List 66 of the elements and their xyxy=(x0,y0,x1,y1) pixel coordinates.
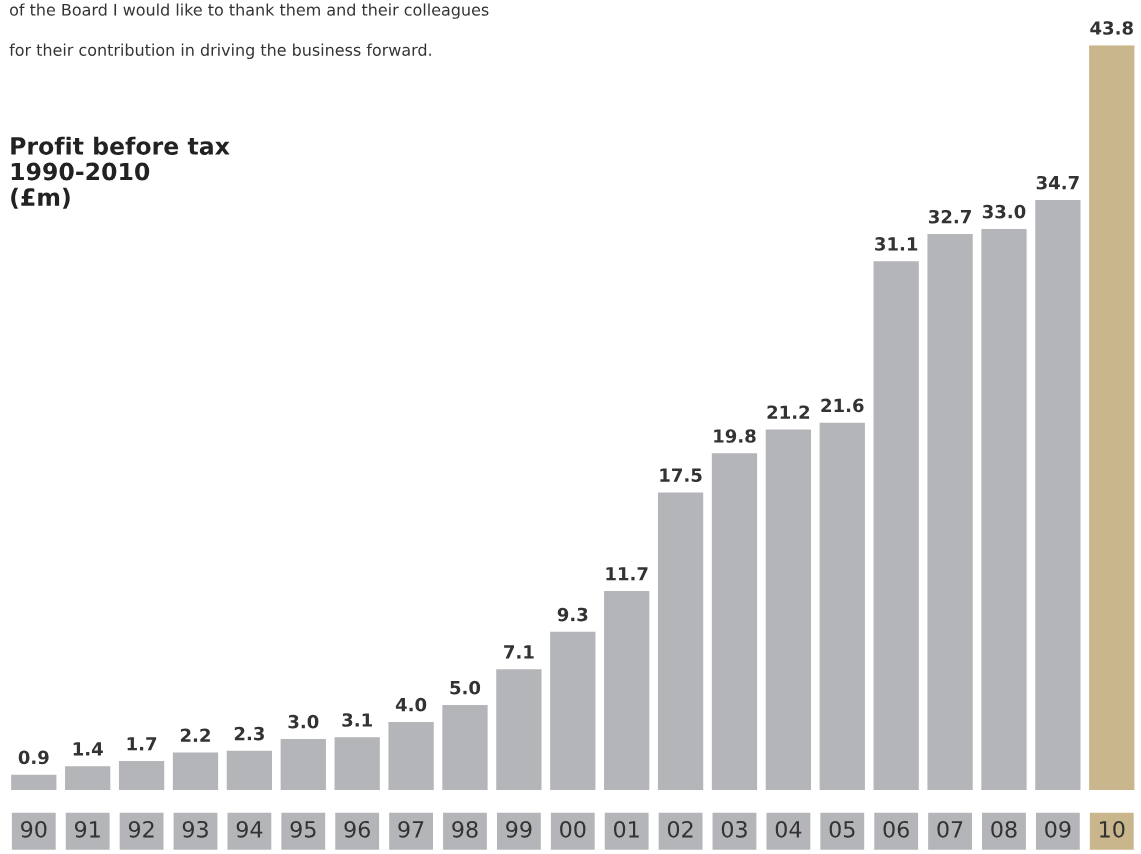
bar xyxy=(604,591,650,790)
bar xyxy=(819,422,865,790)
bar xyxy=(172,752,219,790)
bar xyxy=(657,492,704,790)
bar xyxy=(118,761,165,790)
data-label: 1.4 xyxy=(73,742,103,756)
bar xyxy=(442,704,488,790)
data-label: 11.7 xyxy=(606,567,648,581)
data-label: 21.6 xyxy=(821,398,864,413)
x-tick-label: 90 xyxy=(21,820,47,838)
bar xyxy=(388,721,434,790)
x-tick-label: 02 xyxy=(667,820,693,838)
annotation: for their contribution in driving the business forward. xyxy=(9,43,431,60)
x-tick-label: 07 xyxy=(937,820,963,838)
x-tick-label: 08 xyxy=(991,820,1017,838)
bar xyxy=(334,737,380,790)
x-tick-label: 99 xyxy=(506,820,532,838)
data-label: 21.2 xyxy=(767,405,810,419)
bar xyxy=(927,233,973,790)
data-label: 34.7 xyxy=(1036,175,1079,190)
bar xyxy=(1035,199,1081,790)
x-tick-label: 04 xyxy=(775,820,802,838)
bar xyxy=(1089,45,1135,790)
bar xyxy=(711,453,758,790)
data-label: 0.9 xyxy=(18,750,49,765)
bar xyxy=(765,429,812,790)
bar xyxy=(226,750,273,790)
x-tick-label: 05 xyxy=(829,820,855,838)
data-label: 17.5 xyxy=(660,468,702,482)
data-label: 4.0 xyxy=(395,697,427,712)
data-label: 5.0 xyxy=(450,680,481,695)
data-label: 3.0 xyxy=(288,714,319,729)
data-label: 2.3 xyxy=(234,726,264,741)
bar xyxy=(65,766,111,790)
data-label: 2.2 xyxy=(180,728,210,742)
x-tick-label: 97 xyxy=(398,820,424,838)
data-label: 31.1 xyxy=(875,237,918,251)
x-tick-label: 03 xyxy=(721,820,747,838)
text: of the Board I would like to thank them and their colleagues xyxy=(10,3,489,19)
text: Profit before tax 1990-2010 (£m) xyxy=(11,136,230,209)
x-tick-label: 94 xyxy=(236,820,263,838)
data-label: 33.0 xyxy=(982,204,1026,219)
x-tick-label: 95 xyxy=(290,820,316,838)
x-tick-label: 10 xyxy=(1100,820,1125,838)
data-label: 43.8 xyxy=(1090,21,1133,35)
x-tick-label: 00 xyxy=(560,820,586,838)
data-label: 3.1 xyxy=(342,713,372,727)
bar xyxy=(550,631,596,790)
bar xyxy=(873,261,919,790)
x-tick-label: 96 xyxy=(344,820,370,838)
bar xyxy=(280,738,326,790)
x-tick-label: 93 xyxy=(182,820,208,838)
data-label: 19.8 xyxy=(714,429,756,443)
x-tick-label: 09 xyxy=(1045,820,1071,838)
x-tick-label: 91 xyxy=(74,820,100,838)
x-tick-label: 01 xyxy=(614,820,639,838)
x-tick-label: 98 xyxy=(452,820,478,838)
data-label: 32.7 xyxy=(929,209,971,224)
data-label: 1.7 xyxy=(127,737,157,751)
bar xyxy=(11,774,57,790)
x-tick-label: 06 xyxy=(883,820,909,838)
data-label: 9.3 xyxy=(557,607,588,622)
bar xyxy=(496,669,542,790)
bar xyxy=(981,228,1027,790)
x-tick-label: 92 xyxy=(128,820,154,838)
data-label: 7.1 xyxy=(504,645,534,659)
